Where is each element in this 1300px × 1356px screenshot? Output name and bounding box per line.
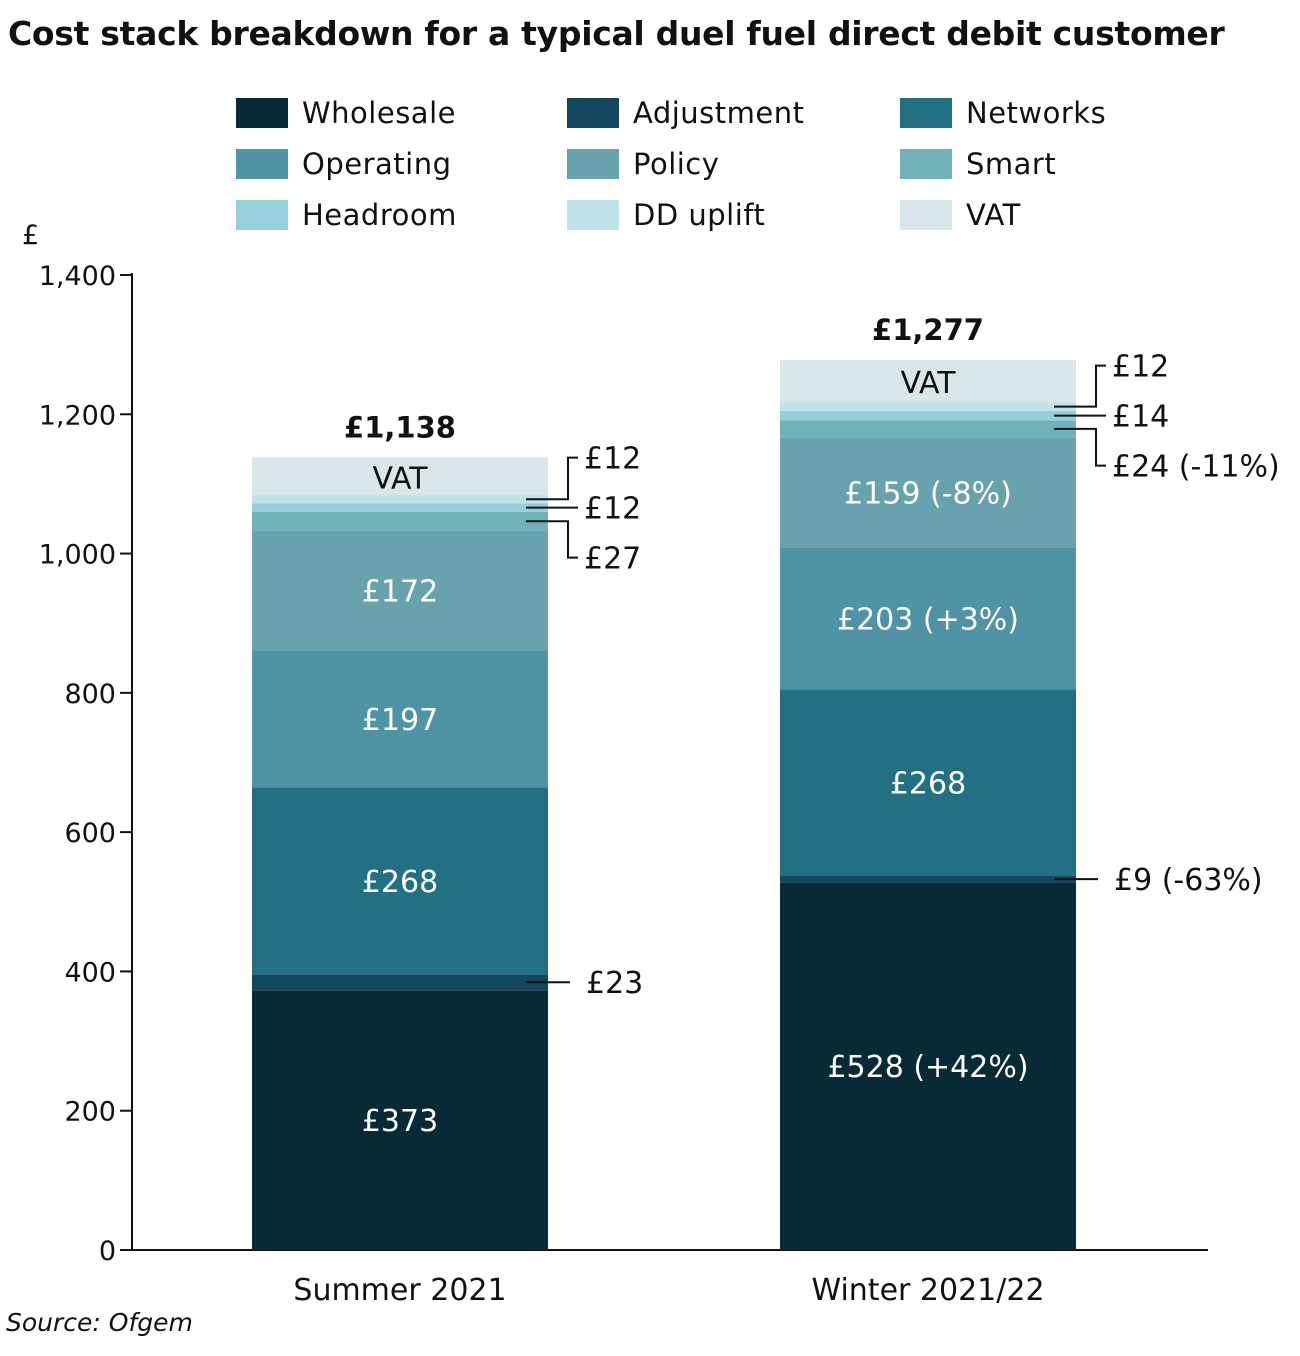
bar-segment-smart bbox=[252, 511, 548, 531]
data-label-vat: VAT bbox=[372, 461, 428, 496]
data-label-headroom: £14 bbox=[1112, 400, 1169, 435]
bar-segment-dd-uplift bbox=[780, 402, 1076, 411]
bar-segment-operating bbox=[252, 650, 548, 788]
callout-line-smart bbox=[526, 520, 578, 559]
data-label-dd-uplift: £12 bbox=[1112, 350, 1169, 385]
bar-segment-adjustment bbox=[252, 974, 548, 991]
bar-segment-wholesale bbox=[780, 882, 1076, 1250]
legend-swatch-headroom bbox=[236, 200, 288, 230]
legend-label-smart: Smart bbox=[966, 147, 1056, 181]
data-label-operating: £197 bbox=[362, 703, 438, 738]
bar-segment-smart bbox=[780, 420, 1076, 438]
x-category-label: Winter 2021/22 bbox=[811, 1273, 1044, 1308]
legend-swatch-adjustment bbox=[567, 98, 619, 128]
source-note: Source: Ofgem bbox=[6, 1308, 193, 1337]
data-label-networks: £268 bbox=[890, 767, 966, 802]
legend-swatch-dd-uplift bbox=[567, 200, 619, 230]
legend-swatch-vat bbox=[900, 200, 952, 230]
legend-swatch-wholesale bbox=[236, 98, 288, 128]
data-label-operating: £203 (+3%) bbox=[837, 603, 1019, 638]
bar-segment-networks bbox=[780, 689, 1076, 877]
data-label-policy: £159 (-8%) bbox=[844, 477, 1012, 512]
data-label-smart: £27 bbox=[584, 542, 641, 577]
y-tick-label: 800 bbox=[64, 679, 116, 710]
bar-segment-policy bbox=[780, 437, 1076, 548]
data-label-adjustment: £9 (-63%) bbox=[1114, 863, 1263, 898]
data-label-dd-uplift: £12 bbox=[584, 442, 641, 477]
bar-segment-wholesale bbox=[252, 990, 548, 1250]
legend-label-vat: VAT bbox=[966, 198, 1021, 232]
y-tick-label: 1,400 bbox=[39, 261, 116, 292]
data-label-headroom: £12 bbox=[584, 492, 641, 527]
data-label-policy: £172 bbox=[362, 574, 438, 609]
legend-label-networks: Networks bbox=[966, 96, 1106, 130]
callout-line-dd-uplift bbox=[1054, 364, 1106, 408]
legend-swatch-operating bbox=[236, 149, 288, 179]
legend-label-dd-uplift: DD uplift bbox=[633, 198, 765, 232]
bar-segment-networks bbox=[252, 787, 548, 975]
bar-segment-policy bbox=[252, 530, 548, 651]
bar-segment-dd-uplift bbox=[252, 495, 548, 504]
legend-label-headroom: Headroom bbox=[302, 198, 457, 232]
legend-swatch-policy bbox=[567, 149, 619, 179]
y-tick-label: 1,200 bbox=[39, 400, 116, 431]
bar-segment-operating bbox=[780, 548, 1076, 690]
bar-segment-vat bbox=[252, 457, 548, 496]
y-tick-label: 0 bbox=[99, 1236, 116, 1267]
chart-title: Cost stack breakdown for a typical duel … bbox=[8, 14, 1225, 53]
legend-label-policy: Policy bbox=[633, 147, 719, 181]
callout-line-dd-uplift bbox=[526, 456, 578, 501]
y-tick-label: 600 bbox=[64, 818, 116, 849]
legend-label-adjustment: Adjustment bbox=[633, 96, 805, 130]
data-label-vat: VAT bbox=[900, 366, 956, 401]
data-label-wholesale: £528 (+42%) bbox=[827, 1050, 1028, 1085]
bar-segment-vat bbox=[780, 359, 1076, 403]
legend-label-operating: Operating bbox=[302, 147, 452, 181]
bar-segment-headroom bbox=[780, 410, 1076, 421]
data-label-networks: £268 bbox=[362, 865, 438, 900]
total-label: £1,277 bbox=[872, 313, 984, 347]
y-axis-label: £ bbox=[22, 220, 39, 251]
x-category-label: Summer 2021 bbox=[293, 1273, 506, 1308]
bar-segment-headroom bbox=[252, 503, 548, 512]
data-label-wholesale: £373 bbox=[362, 1104, 438, 1139]
total-label: £1,138 bbox=[344, 410, 456, 444]
legend-label-wholesale: Wholesale bbox=[302, 96, 456, 130]
callout-line-smart bbox=[1054, 427, 1106, 467]
bar-segment-adjustment bbox=[780, 876, 1076, 883]
legend-swatch-smart bbox=[900, 149, 952, 179]
y-tick-label: 1,000 bbox=[39, 540, 116, 571]
data-label-smart: £24 (-11%) bbox=[1112, 450, 1280, 485]
y-tick-label: 400 bbox=[64, 957, 116, 988]
legend-swatch-networks bbox=[900, 98, 952, 128]
y-tick-label: 200 bbox=[64, 1097, 116, 1128]
data-label-adjustment: £23 bbox=[586, 966, 643, 1001]
